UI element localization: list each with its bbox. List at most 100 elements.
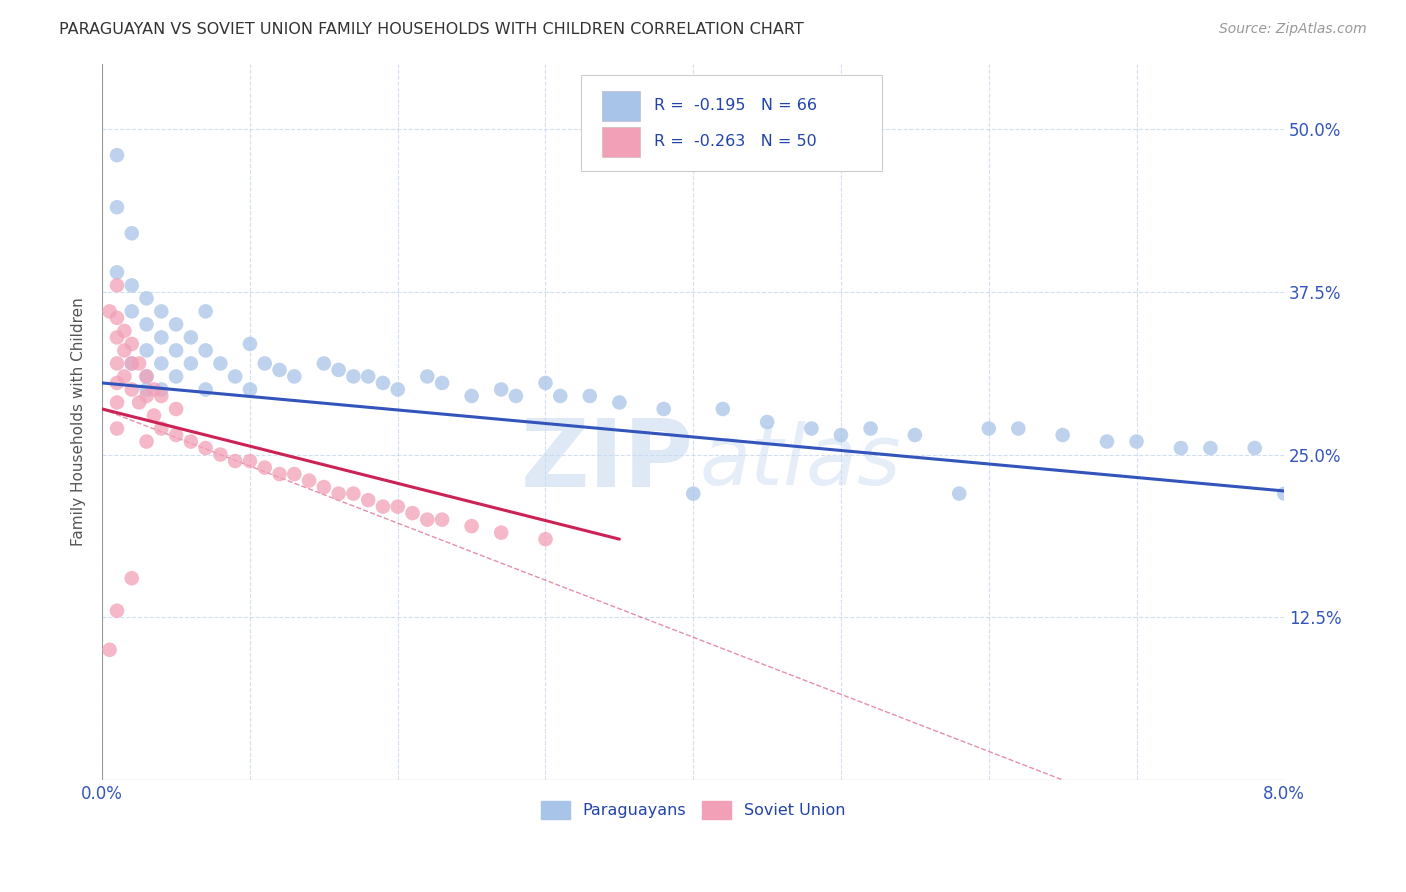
Point [180,356,202,370]
Point [283,467,305,481]
Text: Source: ZipAtlas.com: Source: ZipAtlas.com [1219,22,1367,37]
Point [489,525,512,540]
Point [548,389,571,403]
Point [121,356,143,370]
Point [121,278,143,293]
Point [371,500,394,514]
Point [489,383,512,397]
Point [112,369,135,384]
Point [105,395,128,409]
Point [105,604,128,618]
Point [112,343,135,358]
Point [342,369,364,384]
Point [135,343,157,358]
Point [460,519,482,533]
Point [105,200,128,214]
Point [135,369,157,384]
Point [1272,486,1295,500]
Point [1125,434,1147,449]
Point [105,356,128,370]
Point [194,441,217,455]
Point [209,356,232,370]
Point [756,415,779,429]
Point [105,265,128,279]
Point [328,486,350,500]
Point [298,474,321,488]
Point [342,486,364,500]
Point [135,369,157,384]
Point [180,434,202,449]
Point [609,395,631,409]
Point [682,486,704,500]
Point [711,402,734,417]
Point [224,369,246,384]
Point [105,278,128,293]
Point [239,383,262,397]
Point [165,402,187,417]
Point [165,318,187,332]
Point [239,454,262,468]
Point [224,454,246,468]
Point [253,356,276,370]
Point [150,304,173,318]
Point [416,369,439,384]
Point [357,369,380,384]
Point [128,395,150,409]
Point [105,330,128,344]
Point [194,304,217,318]
Point [269,467,291,481]
Point [150,389,173,403]
Point [135,434,157,449]
Point [357,493,380,508]
FancyBboxPatch shape [602,91,640,121]
Text: R =  -0.195   N = 66: R = -0.195 N = 66 [654,98,817,113]
Point [460,389,482,403]
Point [859,421,882,435]
Point [1199,441,1222,455]
Point [1052,428,1074,442]
FancyBboxPatch shape [581,75,883,171]
Point [105,310,128,325]
Point [652,402,675,417]
Point [165,428,187,442]
Text: PARAGUAYAN VS SOVIET UNION FAMILY HOUSEHOLDS WITH CHILDREN CORRELATION CHART: PARAGUAYAN VS SOVIET UNION FAMILY HOUSEH… [59,22,804,37]
Point [328,363,350,377]
FancyBboxPatch shape [602,127,640,157]
Point [98,642,121,657]
Point [253,460,276,475]
Point [142,409,165,423]
Point [150,421,173,435]
Point [128,356,150,370]
Point [1095,434,1118,449]
Point [579,389,602,403]
Point [180,330,202,344]
Text: R =  -0.263   N = 50: R = -0.263 N = 50 [654,134,817,149]
Point [948,486,970,500]
Point [505,389,527,403]
Point [430,376,453,390]
Point [105,421,128,435]
Point [269,363,291,377]
Point [135,383,157,397]
Point [977,421,1000,435]
Point [135,389,157,403]
Point [312,480,335,494]
Point [105,148,128,162]
Point [534,376,557,390]
Point [401,506,423,520]
Point [1243,441,1265,455]
Point [194,383,217,397]
Point [239,337,262,351]
Point [121,383,143,397]
Point [430,513,453,527]
Point [105,376,128,390]
Point [800,421,823,435]
Point [150,383,173,397]
Point [194,343,217,358]
Point [1007,421,1029,435]
Point [112,324,135,338]
Y-axis label: Family Households with Children: Family Households with Children [72,298,86,547]
Point [121,227,143,241]
Text: atlas: atlas [699,421,901,502]
Point [98,304,121,318]
